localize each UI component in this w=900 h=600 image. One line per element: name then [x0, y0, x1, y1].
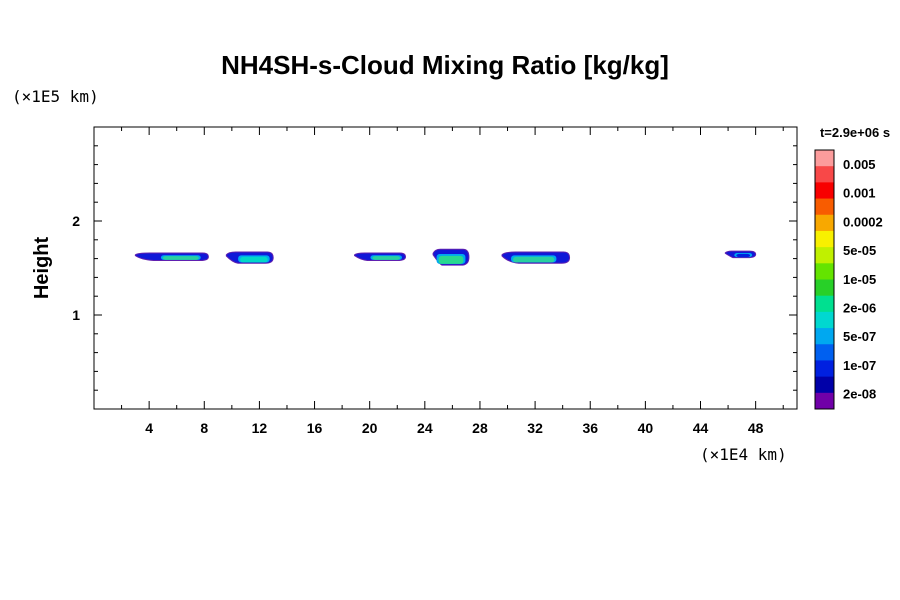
cloud-core — [736, 253, 751, 258]
x-tick-label: 36 — [582, 420, 598, 436]
x-tick-label: 48 — [748, 420, 764, 436]
colorbar-swatch — [815, 392, 834, 410]
x-tick-label: 24 — [417, 420, 433, 436]
cloud-core — [162, 256, 199, 260]
colorbar-swatch — [815, 214, 834, 232]
x-tick-label: 44 — [693, 420, 709, 436]
cloud-feature-1 — [134, 252, 209, 261]
colorbar-label: 0.0002 — [843, 214, 883, 229]
cloud-feature-2 — [225, 251, 274, 264]
colorbar: 0.005 0.001 0.0002 5e-05 1e-05 2e-06 5e-07 1e-0… — [814, 149, 883, 410]
colorbar-label: 1e-07 — [843, 358, 876, 373]
colorbar-swatch — [815, 247, 834, 264]
cloud-core — [438, 255, 464, 264]
colorbar-swatch — [815, 344, 834, 361]
y-tick-label: 2 — [72, 213, 80, 229]
colorbar-label: 5e-05 — [843, 243, 876, 258]
colorbar-swatch — [815, 360, 834, 378]
colorbar-swatch — [815, 166, 834, 183]
x-tick-label: 12 — [252, 420, 268, 436]
y-axis-label: Height — [31, 237, 53, 300]
colorbar-label: 1e-05 — [843, 272, 876, 287]
colorbar-swatch — [815, 230, 834, 248]
colorbar-label: 2e-08 — [843, 387, 876, 402]
x-tick-label: 20 — [362, 420, 378, 436]
cloud-feature-3 — [354, 252, 407, 261]
colorbar-swatch — [815, 328, 834, 345]
y-tick-label: 1 — [72, 307, 80, 323]
x-tick-label: 4 — [145, 420, 153, 436]
cloud-core — [372, 256, 401, 260]
cloud-feature-4 — [432, 248, 470, 266]
colorbar-label: 0.001 — [843, 186, 876, 201]
cloud-core — [513, 256, 555, 263]
colorbar-label: 5e-07 — [843, 329, 876, 344]
colorbar-swatch — [815, 182, 834, 200]
colorbar-swatch — [815, 376, 834, 394]
x-tick-label: 40 — [638, 420, 654, 436]
time-stamp: t=2.9e+06 s — [820, 125, 890, 140]
chart-title: NH4SH-s-Cloud Mixing Ratio [kg/kg] — [221, 50, 669, 80]
colorbar-label: 0.005 — [843, 157, 876, 172]
colorbar-swatch — [815, 311, 834, 329]
x-tick-label: 32 — [527, 420, 543, 436]
colorbar-swatch — [815, 150, 834, 167]
x-tick-label: 16 — [307, 420, 323, 436]
plot-frame — [93, 126, 798, 410]
y-axis-unit: (×1E5 km) — [12, 87, 99, 106]
x-tick-label: 8 — [200, 420, 208, 436]
cloud-core — [240, 256, 268, 263]
cloud-feature-6 — [724, 250, 757, 259]
x-axis-unit: (×1E4 km) — [700, 445, 787, 464]
cloud-feature-5 — [501, 251, 571, 264]
x-tick-label: 28 — [472, 420, 488, 436]
colorbar-swatch — [815, 198, 834, 216]
colorbar-swatch — [815, 295, 834, 313]
colorbar-swatch — [815, 263, 834, 280]
colorbar-frame — [814, 149, 835, 410]
colorbar-swatch — [815, 279, 834, 297]
colorbar-label: 2e-06 — [843, 301, 876, 316]
